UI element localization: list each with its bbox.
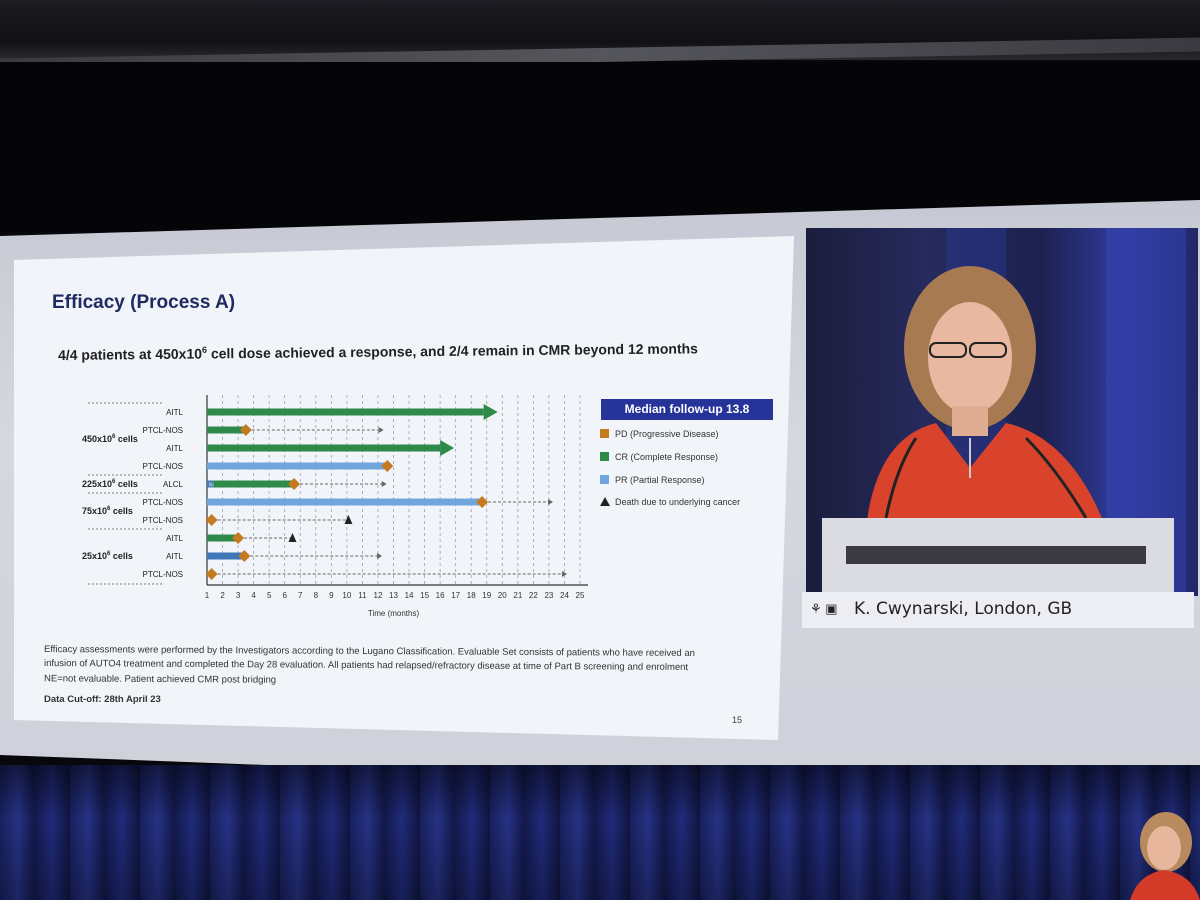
patient-row-label: AITL xyxy=(166,444,183,453)
swimmer-chart: 1 2 3 4 5 6 7 8 9 10 11 12 13 14 15 16 17 18 19 20 21 22 23 24 2… xyxy=(80,385,600,635)
death-triangle-icon xyxy=(600,497,610,506)
response-bar xyxy=(207,480,214,488)
dose-group-label: 450x106 cells xyxy=(82,434,138,444)
x-tick-label: 21 xyxy=(513,591,522,600)
pd-diamond-marker xyxy=(238,550,251,562)
death-triangle-marker xyxy=(288,533,297,542)
dose-group-label: 75x106 cells xyxy=(82,506,133,516)
death-triangle-marker xyxy=(344,515,353,524)
stage-darkness xyxy=(0,62,1200,232)
legend-item-pr: PR (Partial Response) xyxy=(600,475,705,485)
x-tick-label: 19 xyxy=(482,591,491,600)
followup-arrowhead xyxy=(378,427,384,433)
pd-diamond-marker xyxy=(381,460,394,472)
patient-row-label: PTCL-NOS xyxy=(143,498,183,507)
swimmer-plot-svg: 1 2 3 4 5 6 7 8 9 10 11 12 13 14 15 16 17 18 19 20 21 22 23 24 2… xyxy=(82,395,588,618)
x-tick-label: 10 xyxy=(342,591,351,600)
patient-row-label: PTCL-NOS xyxy=(143,462,183,471)
x-tick-label: 12 xyxy=(374,591,383,600)
legend-item-death: Death due to underlying cancer xyxy=(600,497,740,507)
pd-diamond-marker xyxy=(205,514,218,526)
pd-swatch xyxy=(600,429,609,438)
speaker-caption: ⚘ ▣ K. Cwynarski, London, GB xyxy=(802,592,1194,628)
audience-person xyxy=(1130,812,1200,900)
x-tick-label: 3 xyxy=(236,591,241,600)
x-tick-label: 14 xyxy=(405,591,414,600)
response-bar xyxy=(207,408,484,416)
x-tick-label: 25 xyxy=(576,591,585,600)
x-tick-label: 4 xyxy=(251,591,256,600)
response-bar xyxy=(207,444,441,452)
x-tick-label: 11 xyxy=(358,591,367,600)
x-tick-label: 5 xyxy=(267,591,272,600)
ongoing-arrowhead xyxy=(440,440,455,456)
patient-row-label: AITL xyxy=(166,552,183,561)
footnote-line-3: NE=not evaluable. Patient achieved CMR p… xyxy=(43,673,277,686)
x-tick-label: 8 xyxy=(314,591,319,600)
x-tick-label: 22 xyxy=(529,591,538,600)
patient-row-label: PTCL-NOS xyxy=(143,426,183,435)
patient-row-label: AITL xyxy=(166,408,183,417)
pd-diamond-marker xyxy=(288,478,301,490)
x-tick-label: 2 xyxy=(220,591,225,600)
x-tick-label: 20 xyxy=(498,591,507,600)
x-tick-label: 7 xyxy=(298,591,303,600)
median-followup-header: Median follow-up 13.8 xyxy=(601,399,773,420)
x-tick-label: 1 xyxy=(205,591,210,600)
pd-diamond-marker xyxy=(205,568,218,580)
x-tick-label: 16 xyxy=(436,591,445,600)
response-bar xyxy=(207,498,483,506)
x-tick-label: 24 xyxy=(560,591,569,600)
patient-row-label: PTCL-NOS xyxy=(143,570,183,579)
pd-diamond-marker xyxy=(239,424,252,436)
followup-arrowhead xyxy=(562,571,568,577)
x-tick-label: 17 xyxy=(451,591,460,600)
response-bar xyxy=(207,462,388,470)
cr-swatch xyxy=(600,452,609,461)
pd-diamond-marker xyxy=(476,496,489,508)
legend-item-cr: CR (Complete Response) xyxy=(600,452,718,462)
ongoing-arrowhead xyxy=(483,404,498,420)
pr-swatch xyxy=(600,475,609,484)
x-tick-label: 6 xyxy=(282,591,287,600)
data-cutoff: Data Cut-off: 28th April 23 xyxy=(44,694,161,705)
response-bar xyxy=(207,426,246,434)
curtain-shadow xyxy=(0,765,1200,900)
patient-row-label: ALCL xyxy=(163,480,184,489)
patient-row-label: PTCL-NOS xyxy=(143,516,183,525)
slide-page-number: 15 xyxy=(732,715,743,725)
response-bar xyxy=(207,534,239,542)
response-bar xyxy=(213,480,295,488)
pd-diamond-marker xyxy=(232,532,245,544)
dose-group-label: 25x106 cells xyxy=(82,551,133,561)
response-bar xyxy=(207,552,245,560)
followup-arrowhead xyxy=(377,553,383,559)
x-axis-label: Time (months) xyxy=(368,609,420,618)
followup-arrowhead xyxy=(548,499,554,505)
patient-row-label: AITL xyxy=(166,534,183,543)
x-tick-label: 13 xyxy=(389,591,398,600)
speaker-figure xyxy=(822,228,1186,596)
legend-item-pd: PD (Progressive Disease) xyxy=(600,429,719,439)
slide-title: Efficacy (Process A) xyxy=(52,292,236,313)
congress-logo-icon: ⚘ ▣ xyxy=(810,601,838,616)
dose-group-label: 225x106 cells xyxy=(82,479,138,489)
speaker-name: K. Cwynarski, London, GB xyxy=(854,599,1073,619)
followup-arrowhead xyxy=(381,481,387,487)
x-tick-label: 9 xyxy=(329,591,334,600)
x-tick-label: 18 xyxy=(467,591,476,600)
slide-panel xyxy=(14,236,794,740)
ne-label: NE xyxy=(209,483,217,489)
speaker-video xyxy=(806,228,1198,596)
x-tick-label: 15 xyxy=(420,591,429,600)
x-tick-label: 23 xyxy=(544,591,553,600)
